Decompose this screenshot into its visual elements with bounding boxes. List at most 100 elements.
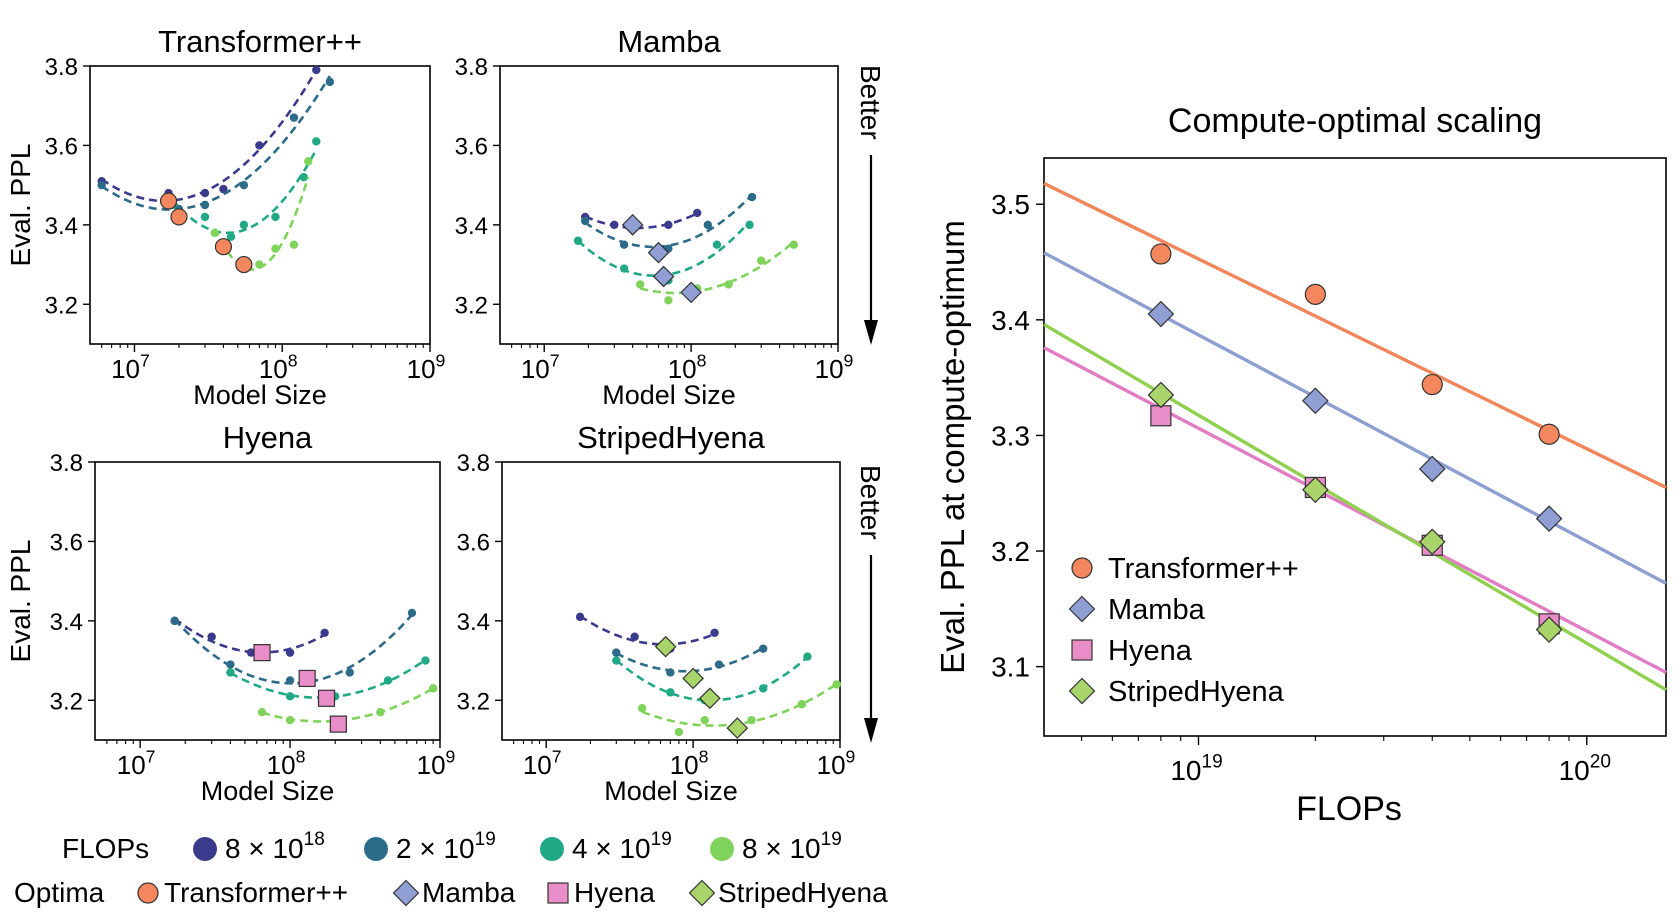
legend-marker [710,837,734,861]
data-point [239,180,249,190]
legend-label: 4 × 1019 [572,829,672,864]
legend-label: Transformer++ [1108,553,1299,585]
data-point [1418,528,1446,556]
data-point [210,228,220,237]
legend-label: Mamba [1108,594,1206,626]
x-tick-label-exponent: 9 [446,746,456,766]
y-tick-label: 3.6 [455,133,488,160]
data-point [692,208,702,218]
data-point [325,77,335,87]
optimum-marker [317,689,336,707]
legend-label: Mamba [422,877,516,908]
x-tick-label-base: 10 [267,750,296,780]
data-point [630,632,639,641]
data-point [700,715,709,725]
panel-title: Mamba [617,24,721,59]
data-point [312,137,321,146]
series-fit-curve [584,212,698,230]
data-point [289,240,299,249]
data-point [170,616,179,626]
data-point [573,236,583,245]
data-point [1302,387,1329,415]
optimum-marker [652,265,675,288]
x-tick-label: 109 [417,746,456,780]
data-point [1418,455,1446,483]
legend-marker [540,837,564,861]
data-point [285,715,295,725]
y-tick-label: 3.2 [50,688,83,715]
y-tick-label: 3.8 [50,450,83,477]
optimum-marker [621,214,644,236]
data-point [803,652,812,661]
x-tick-label-base: 10 [407,354,436,384]
better-arrow-bottom: Better [855,465,886,743]
data-point [1302,476,1329,504]
data-point [1535,505,1563,533]
legend-marker [1068,595,1096,623]
optimum-marker [698,687,721,710]
data-point [612,648,621,657]
plot-frame [501,461,841,741]
x-tick-label-base: 10 [111,354,140,384]
series-fit-curve [100,75,332,211]
y-tick-label: 3.5 [991,189,1030,220]
data-point [299,173,309,182]
data-point [703,220,713,230]
x-tick-label-exponent: 20 [1590,751,1611,772]
x-tick-label: 107 [523,746,562,780]
panel-transformer: Transformer++ Model Size Eval. PPL 3.2 3.4 3.… [5,24,445,410]
legend-marker [137,882,159,904]
x-tick-label-base: 10 [1559,755,1590,786]
x-tick-label-base: 10 [1170,755,1201,786]
data-point [1150,243,1172,265]
x-tick-label: 108 [267,746,306,780]
data-point [200,212,210,222]
flops-legend: FLOPs 8 × 1018 2 × 1019 4 × 1019 8 × 1019 [62,829,842,864]
x-tick-label-exponent: 7 [552,746,562,766]
y-tick-label: 3.4 [991,305,1030,336]
panel-compute-optimal-scaling: Compute-optimal scaling FLOPs Eval. PPL at… [934,102,1667,828]
data-point [200,188,210,198]
data-point [246,648,256,657]
x-tick-label-base: 10 [521,354,550,384]
legend-label: Hyena [1108,635,1193,667]
x-tick-label-exponent: 19 [1201,751,1222,772]
x-axis-label: Model Size [193,380,327,410]
optimum-marker [654,635,677,658]
data-point [226,660,235,669]
data-point [345,668,354,677]
series-fit-curve [173,617,326,654]
panel-title: Transformer++ [158,24,362,59]
x-tick-label-base: 10 [117,750,146,780]
flops-legend-title: FLOPs [62,833,149,864]
x-tick-label-exponent: 8 [697,350,707,370]
data-point [758,644,768,653]
optima-legend: Optima Transformer++ Mamba Hyena StripedHye… [14,877,888,908]
x-tick-label-exponent: 9 [846,746,856,766]
x-tick-label: 108 [259,350,298,384]
fit-line [1043,181,1667,489]
data-point [407,608,417,618]
y-tick-label: 3.4 [455,213,488,240]
y-tick-label: 3.3 [991,420,1030,451]
legend-label-exponent: 19 [475,829,496,850]
legend-label: Transformer++ [164,877,348,908]
data-point [747,715,756,725]
data-point [289,113,299,122]
legend-label-base: 8 × 10 [225,833,304,864]
data-point [271,212,280,222]
x-tick-label-exponent: 8 [296,746,306,766]
plot-frame [94,461,441,741]
panel-title: StripedHyena [577,420,766,455]
x-tick-label: 107 [521,350,560,384]
data-point [1535,616,1563,643]
data-point [97,180,106,190]
data-point [747,192,757,202]
x-tick-label-exponent: 8 [699,746,709,766]
data-point [637,704,647,713]
x-tick-label-exponent: 9 [844,350,854,370]
legend-marker [392,879,420,907]
legend-label: StripedHyena [1108,676,1285,708]
